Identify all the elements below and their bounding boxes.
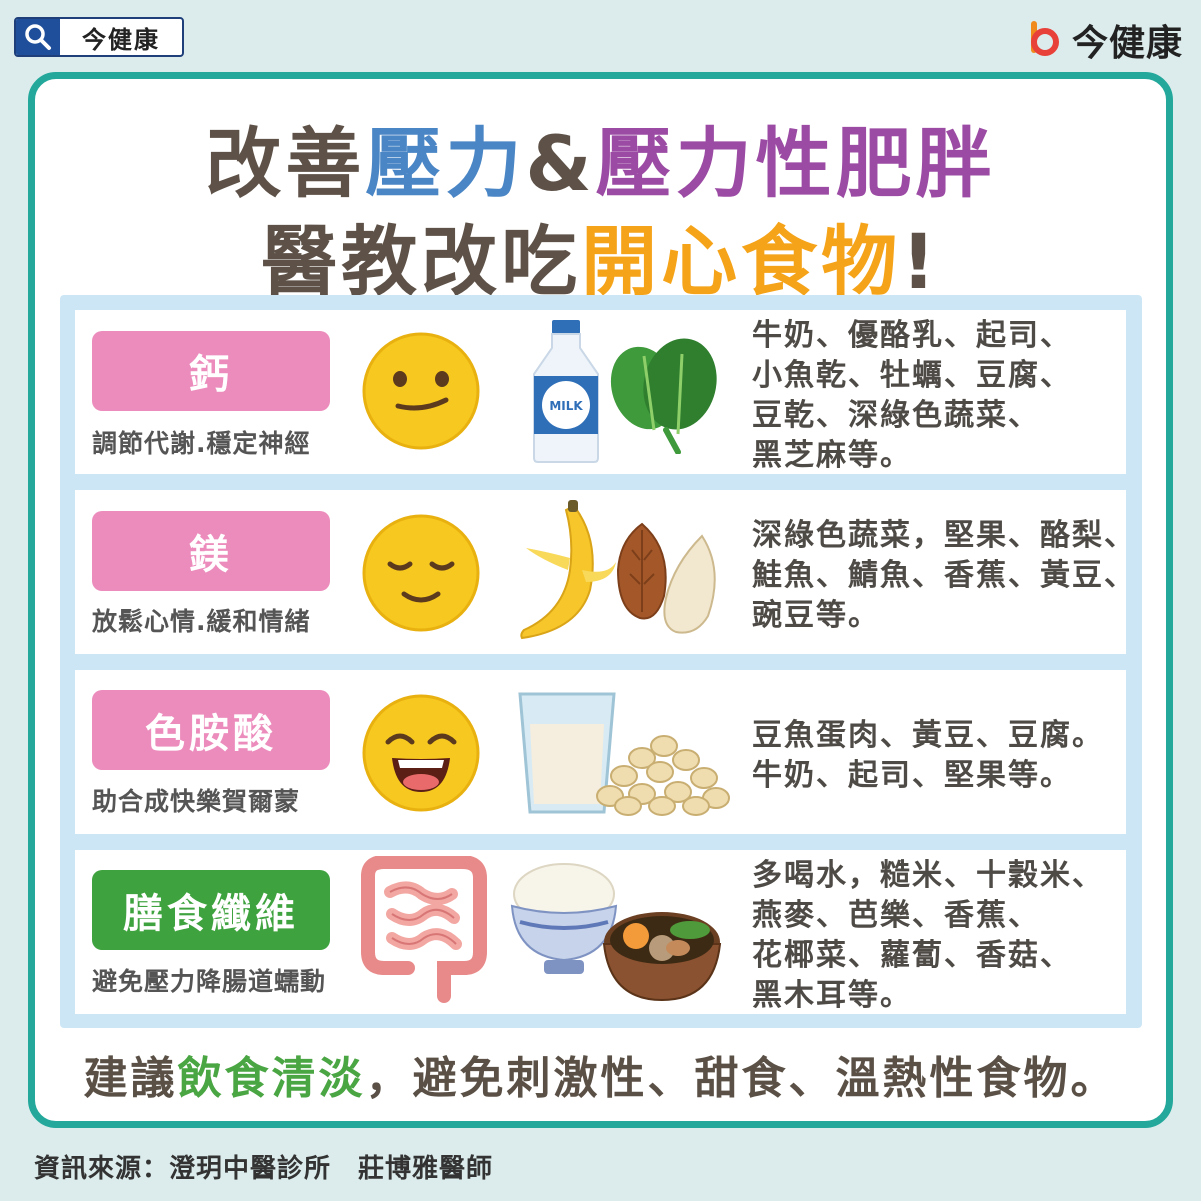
advice-prefix: 建議 — [83, 1053, 178, 1104]
title-segment: & — [525, 119, 596, 208]
food-line: 豌豆等。 — [752, 598, 880, 633]
food-list: 深綠色蔬菜，堅果、酪梨、 鮭魚、鯖魚、香蕉、黃豆、 豌豆等。 — [752, 516, 1136, 636]
source-credit: 資訊來源：澄玥中醫診所 莊博雅醫師 — [34, 1154, 494, 1184]
brand-logo: 今健康 — [1026, 14, 1183, 66]
search-label: 今健康 — [82, 25, 160, 54]
food-line: 牛奶、起司、堅果等。 — [752, 758, 1072, 793]
food-line: 豆魚蛋肉、黃豆、豆腐。 — [752, 718, 1104, 753]
spinach-icon — [610, 338, 717, 454]
food-line: 深綠色蔬菜，堅果、酪梨、 — [752, 518, 1136, 553]
food-line: 黑芝麻等。 — [752, 438, 912, 473]
almond-nuts-icon — [616, 522, 716, 634]
search-icon[interactable] — [16, 19, 60, 55]
food-line: 鮭魚、鯖魚、香蕉、黃豆、 — [752, 558, 1136, 593]
advice-text: 建議飲食清淡，避免刺激性、甜食、溫熱性食物。 — [0, 1042, 1201, 1106]
search-box[interactable]: 今健康 — [14, 17, 184, 57]
food-line: 豆乾、深綠色蔬菜、 — [752, 398, 1040, 433]
title-line-1: 改善壓力&壓力性肥胖 — [0, 102, 1201, 212]
title-segment-highlight-purple: 壓力性肥胖 — [595, 119, 996, 208]
title-segment: 醫教改吃 — [261, 217, 582, 306]
title-line-2: 醫教改吃開心食物! — [0, 200, 1201, 310]
food-line: 黑木耳等。 — [752, 978, 912, 1013]
brand-name: 今健康 — [1071, 23, 1183, 64]
food-line: 花椰菜、蘿蔔、香菇、 — [752, 938, 1072, 973]
rice-bowl-icon — [510, 863, 618, 974]
title-segment-highlight-blue: 壓力 — [365, 119, 526, 208]
food-list: 豆魚蛋肉、黃豆、豆腐。 牛奶、起司、堅果等。 — [752, 716, 1104, 796]
food-line: 小魚乾、牡蠣、豆腐、 — [752, 358, 1072, 393]
soybeans-icon — [596, 735, 730, 816]
title-segment-highlight-orange: 開心食物 — [581, 217, 902, 306]
intestine-icon — [361, 856, 487, 1003]
nutrient-tag: 膳食纖維 — [92, 870, 330, 950]
milk-label: MILK — [549, 399, 583, 413]
title-segment: 改善 — [205, 119, 366, 208]
food-line: 牛奶、優酪乳、起司、 — [752, 318, 1072, 353]
stew-bowl-icon — [602, 912, 722, 1002]
banana-icon — [520, 500, 616, 640]
nutrient-subtitle: 放鬆心情.緩和情緒 — [92, 607, 311, 636]
nutrient-tag: 鈣 — [92, 331, 330, 411]
nutrient-tag: 色胺酸 — [92, 690, 330, 770]
food-line: 燕麥、芭樂、香蕉、 — [752, 898, 1040, 933]
laughing-face-icon — [362, 694, 480, 812]
advice-suffix: ，避免刺激性、甜食、溫熱性食物。 — [365, 1053, 1118, 1104]
advice-highlight: 飲食清淡 — [177, 1053, 366, 1104]
food-list: 多喝水，糙米、十穀米、 燕麥、芭樂、香蕉、 花椰菜、蘿蔔、香菇、 黑木耳等。 — [752, 856, 1104, 1016]
relaxed-face-icon — [362, 514, 480, 632]
title-segment: ! — [901, 217, 940, 306]
content-face-icon — [362, 332, 480, 450]
food-line: 多喝水，糙米、十穀米、 — [752, 858, 1104, 893]
brand-mark-icon — [1030, 21, 1059, 56]
food-list: 牛奶、優酪乳、起司、 小魚乾、牡蠣、豆腐、 豆乾、深綠色蔬菜、 黑芝麻等。 — [752, 316, 1072, 476]
nutrient-subtitle: 避免壓力降腸道蠕動 — [92, 967, 327, 996]
nutrient-tag: 鎂 — [92, 511, 330, 591]
glass-of-milk-icon — [518, 692, 616, 814]
nutrient-subtitle: 助合成快樂賀爾蒙 — [92, 787, 301, 816]
nutrient-subtitle: 調節代謝.穩定神經 — [92, 429, 311, 458]
milk-bottle-icon: MILK — [533, 320, 599, 463]
